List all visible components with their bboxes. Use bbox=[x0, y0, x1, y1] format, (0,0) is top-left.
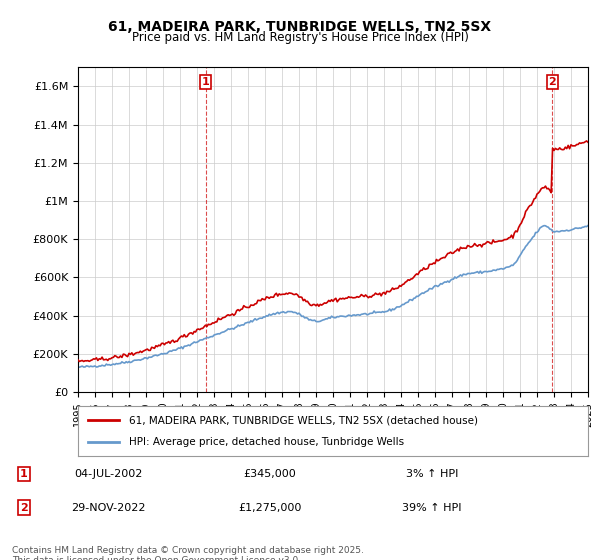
Text: Contains HM Land Registry data © Crown copyright and database right 2025.
This d: Contains HM Land Registry data © Crown c… bbox=[12, 546, 364, 560]
Text: Price paid vs. HM Land Registry's House Price Index (HPI): Price paid vs. HM Land Registry's House … bbox=[131, 31, 469, 44]
Text: 61, MADEIRA PARK, TUNBRIDGE WELLS, TN2 5SX: 61, MADEIRA PARK, TUNBRIDGE WELLS, TN2 5… bbox=[109, 20, 491, 34]
Text: £345,000: £345,000 bbox=[244, 469, 296, 479]
Text: HPI: Average price, detached house, Tunbridge Wells: HPI: Average price, detached house, Tunb… bbox=[129, 437, 404, 447]
Text: 04-JUL-2002: 04-JUL-2002 bbox=[74, 469, 142, 479]
Text: 3% ↑ HPI: 3% ↑ HPI bbox=[406, 469, 458, 479]
Text: 29-NOV-2022: 29-NOV-2022 bbox=[71, 502, 145, 512]
Text: 1: 1 bbox=[202, 77, 209, 87]
Text: 2: 2 bbox=[548, 77, 556, 87]
Text: 39% ↑ HPI: 39% ↑ HPI bbox=[402, 502, 462, 512]
Text: 61, MADEIRA PARK, TUNBRIDGE WELLS, TN2 5SX (detached house): 61, MADEIRA PARK, TUNBRIDGE WELLS, TN2 5… bbox=[129, 415, 478, 425]
Text: 2: 2 bbox=[20, 502, 28, 512]
Text: 1: 1 bbox=[20, 469, 28, 479]
Text: £1,275,000: £1,275,000 bbox=[238, 502, 302, 512]
